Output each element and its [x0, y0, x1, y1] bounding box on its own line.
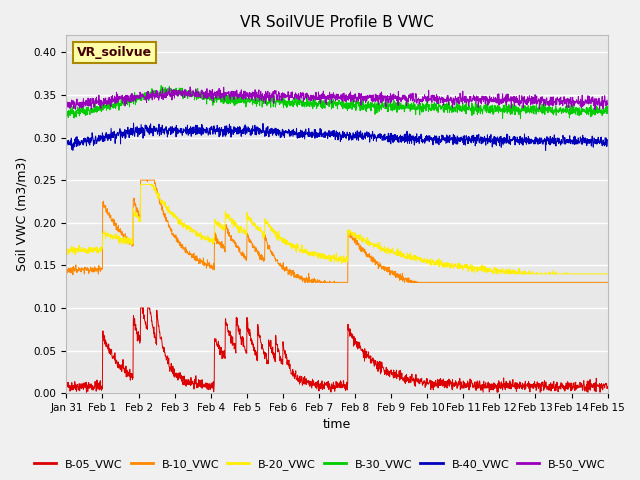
B-40_VWC [90, 141, 98, 147]
B-30_VWC [516, 116, 524, 121]
B-20_VWC [326, 258, 333, 264]
B-20_VWC [589, 271, 596, 277]
X-axis label: time: time [323, 419, 351, 432]
B-40_VWC [326, 130, 334, 135]
B-10_VWC [589, 279, 596, 285]
B-50_VWC [489, 96, 497, 102]
Line: B-40_VWC: B-40_VWC [67, 123, 607, 150]
B-30_VWC [157, 83, 165, 88]
B-20_VWC [588, 271, 596, 277]
B-50_VWC [90, 105, 98, 110]
B-20_VWC [492, 271, 500, 277]
B-05_VWC [489, 387, 497, 393]
B-40_VWC [489, 141, 497, 147]
B-50_VWC [312, 90, 319, 96]
B-05_VWC [588, 383, 596, 388]
Title: VR SoilVUE Profile B VWC: VR SoilVUE Profile B VWC [240, 15, 434, 30]
B-30_VWC [604, 103, 611, 109]
B-40_VWC [589, 133, 596, 139]
B-05_VWC [589, 384, 596, 390]
B-50_VWC [588, 97, 596, 103]
B-30_VWC [589, 107, 596, 113]
B-50_VWC [604, 102, 611, 108]
B-10_VWC [301, 279, 308, 285]
Text: VR_soilvue: VR_soilvue [77, 46, 152, 59]
B-10_VWC [90, 268, 98, 274]
B-40_VWC [588, 133, 596, 139]
B-10_VWC [604, 279, 611, 285]
B-10_VWC [63, 268, 70, 274]
B-50_VWC [63, 104, 70, 110]
B-30_VWC [326, 98, 333, 104]
B-30_VWC [63, 114, 70, 120]
B-20_VWC [90, 245, 98, 251]
B-10_VWC [489, 279, 497, 285]
B-10_VWC [326, 279, 334, 285]
B-05_VWC [312, 385, 319, 391]
Line: B-50_VWC: B-50_VWC [67, 87, 607, 110]
B-05_VWC [326, 384, 334, 390]
B-40_VWC [63, 142, 70, 147]
B-50_VWC [326, 93, 333, 98]
Line: B-30_VWC: B-30_VWC [67, 85, 607, 119]
Line: B-20_VWC: B-20_VWC [67, 184, 607, 274]
Y-axis label: Soil VWC (m3/m3): Soil VWC (m3/m3) [15, 157, 28, 271]
B-50_VWC [591, 107, 599, 113]
B-05_VWC [137, 305, 145, 311]
B-05_VWC [90, 385, 98, 391]
B-40_VWC [69, 147, 77, 153]
B-20_VWC [312, 249, 319, 254]
Line: B-10_VWC: B-10_VWC [67, 180, 607, 282]
Line: B-05_VWC: B-05_VWC [67, 308, 607, 392]
B-40_VWC [312, 130, 319, 136]
B-20_VWC [604, 271, 611, 277]
B-20_VWC [489, 271, 497, 276]
B-05_VWC [604, 385, 611, 391]
B-40_VWC [604, 137, 611, 143]
B-10_VWC [312, 278, 319, 284]
B-10_VWC [588, 279, 596, 285]
B-05_VWC [63, 382, 70, 388]
B-10_VWC [137, 177, 145, 183]
B-50_VWC [588, 97, 596, 103]
B-20_VWC [137, 181, 145, 187]
B-30_VWC [312, 100, 319, 106]
B-30_VWC [489, 109, 497, 115]
B-40_VWC [130, 120, 138, 126]
B-30_VWC [588, 112, 596, 118]
Legend: B-05_VWC, B-10_VWC, B-20_VWC, B-30_VWC, B-40_VWC, B-50_VWC: B-05_VWC, B-10_VWC, B-20_VWC, B-30_VWC, … [30, 455, 610, 474]
B-05_VWC [83, 389, 90, 395]
B-50_VWC [186, 84, 194, 90]
B-30_VWC [90, 109, 98, 115]
B-20_VWC [63, 249, 70, 254]
